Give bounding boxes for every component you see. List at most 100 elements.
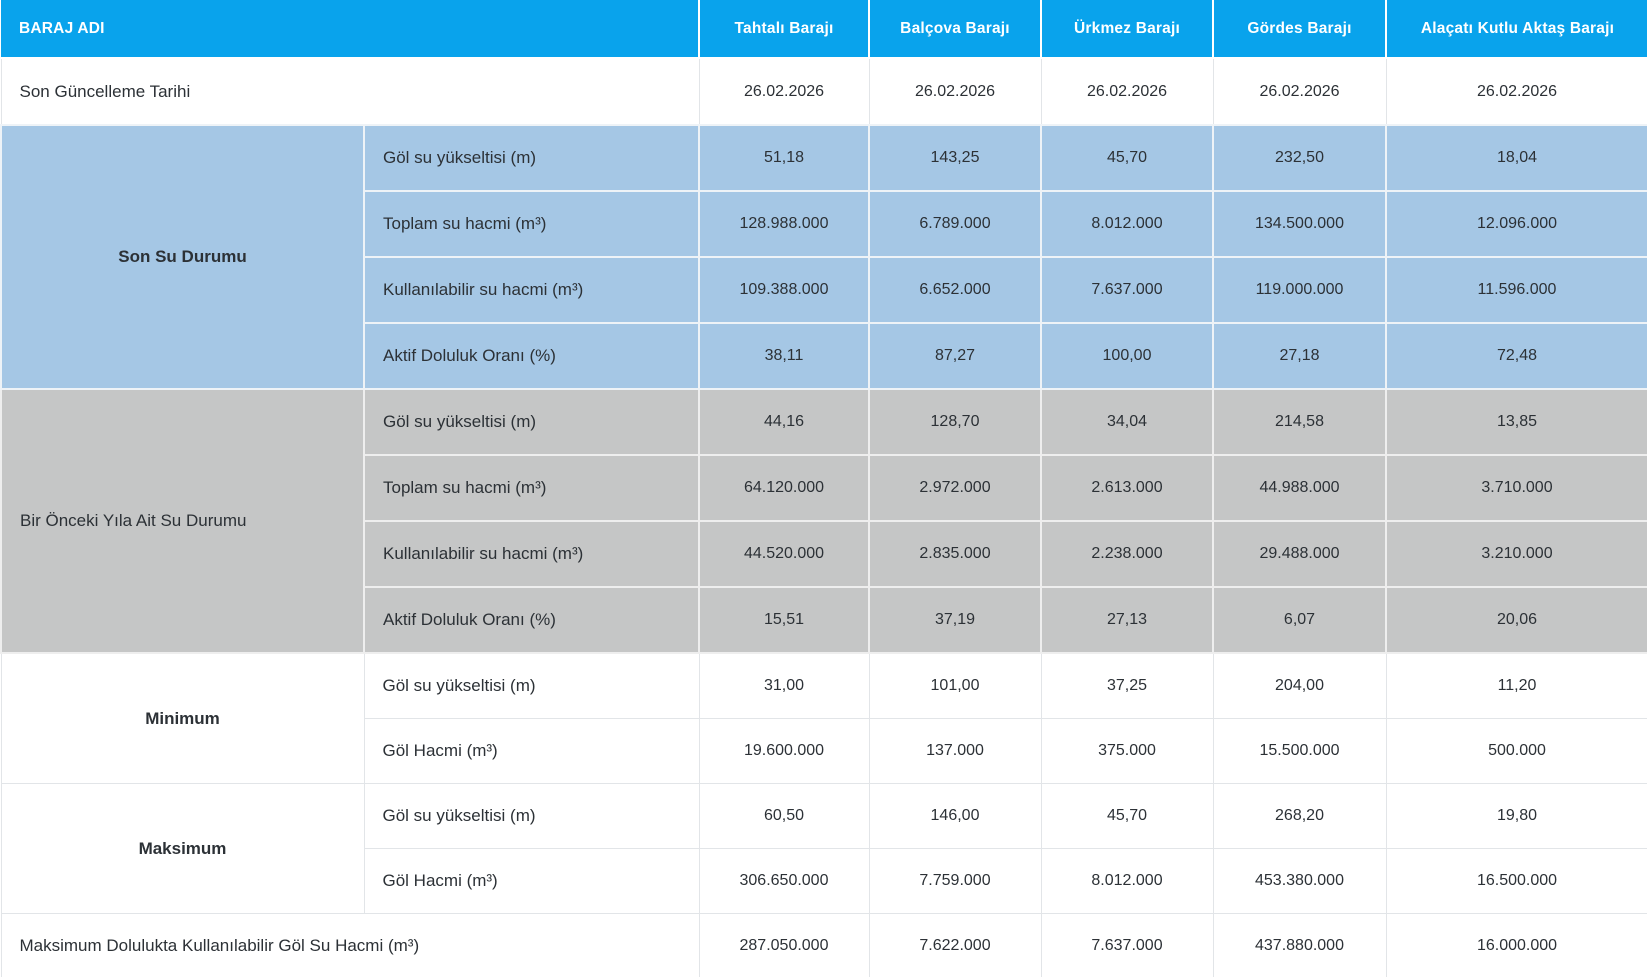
column-header-dam-gordes: Gördes Barajı (1212, 0, 1387, 59)
data-cell: 27,13 (1040, 586, 1214, 654)
data-cell: 146,00 (868, 783, 1042, 849)
data-cell: 19,80 (1385, 783, 1647, 849)
data-cell: 8.012.000 (1040, 848, 1214, 914)
metric-label: Göl su yükseltisi (m) (363, 783, 700, 849)
data-cell: 500.000 (1385, 718, 1647, 784)
data-cell: 16.500.000 (1385, 848, 1647, 914)
metric-label: Aktif Doluluk Oranı (%) (363, 322, 700, 390)
previous-year-row: Aktif Doluluk Oranı (%) 15,51 37,19 27,1… (1, 586, 1647, 654)
data-cell: 128.988.000 (698, 190, 870, 258)
column-header-dam-urkmez: Ürkmez Barajı (1040, 0, 1214, 59)
data-cell: 119.000.000 (1212, 256, 1387, 324)
data-cell: 2.835.000 (868, 520, 1042, 588)
last-update-value: 26.02.2026 (698, 57, 870, 126)
current-status-row: Toplam su hacmi (m³) 128.988.000 6.789.0… (1, 190, 1647, 258)
metric-label: Göl Hacmi (m³) (363, 848, 700, 914)
last-update-value: 26.02.2026 (868, 57, 1042, 126)
data-cell: 45,70 (1040, 124, 1214, 192)
data-cell: 3.710.000 (1385, 454, 1647, 522)
data-cell: 375.000 (1040, 718, 1214, 784)
column-header-dam-alacati: Alaçatı Kutlu Aktaş Barajı (1385, 0, 1647, 59)
data-cell: 34,04 (1040, 388, 1214, 456)
section-label-previous: Bir Önceki Yıla Ait Su Durumu (0, 388, 365, 654)
data-cell: 2.613.000 (1040, 454, 1214, 522)
current-status-row: Aktif Doluluk Oranı (%) 38,11 87,27 100,… (1, 322, 1647, 390)
data-cell: 60,50 (698, 783, 870, 849)
data-cell: 44.988.000 (1212, 454, 1387, 522)
data-cell: 109.388.000 (698, 256, 870, 324)
data-cell: 20,06 (1385, 586, 1647, 654)
data-cell: 214,58 (1212, 388, 1387, 456)
data-cell: 287.050.000 (698, 913, 870, 977)
data-cell: 11,20 (1385, 652, 1647, 719)
data-cell: 128,70 (868, 388, 1042, 456)
metric-label: Göl su yükseltisi (m) (363, 124, 700, 192)
data-cell: 11.596.000 (1385, 256, 1647, 324)
section-label-maximum: Maksimum (0, 783, 365, 914)
data-cell: 37,19 (868, 586, 1042, 654)
previous-year-row: Bir Önceki Yıla Ait Su Durumu Göl su yük… (0, 388, 1647, 654)
data-cell: 134.500.000 (1212, 190, 1387, 258)
data-cell: 437.880.000 (1212, 913, 1387, 977)
data-cell: 15,51 (698, 586, 870, 654)
data-cell: 7.759.000 (868, 848, 1042, 914)
maximum-row: Göl Hacmi (m³) 306.650.000 7.759.000 8.0… (1, 848, 1647, 914)
metric-label: Göl Hacmi (m³) (363, 718, 700, 784)
data-cell: 27,18 (1212, 322, 1387, 390)
data-cell: 2.238.000 (1040, 520, 1214, 588)
data-cell: 7.637.000 (1040, 256, 1214, 324)
column-header-baraj-adi: BARAJ ADI (1, 0, 700, 59)
data-cell: 51,18 (698, 124, 870, 192)
data-cell: 3.210.000 (1385, 520, 1647, 588)
data-cell: 8.012.000 (1040, 190, 1214, 258)
max-usable-label: Maksimum Dolulukta Kullanılabilir Göl Su… (0, 913, 700, 977)
data-cell: 232,50 (1212, 124, 1387, 192)
last-update-value: 26.02.2026 (1385, 57, 1647, 126)
section-label-minimum: Minimum (0, 652, 365, 784)
data-cell: 2.972.000 (868, 454, 1042, 522)
data-cell: 38,11 (698, 322, 870, 390)
metric-label: Göl su yükseltisi (m) (363, 388, 700, 456)
column-header-dam-balcova: Balçova Barajı (868, 0, 1042, 59)
data-cell: 13,85 (1385, 388, 1647, 456)
data-cell: 87,27 (868, 322, 1042, 390)
data-cell: 7.622.000 (868, 913, 1042, 977)
table-header-row: BARAJ ADI Tahtalı Barajı Balçova Barajı … (1, 0, 1647, 59)
metric-label: Aktif Doluluk Oranı (%) (363, 586, 700, 654)
data-cell: 6.789.000 (868, 190, 1042, 258)
last-update-row: Son Güncelleme Tarihi 26.02.2026 26.02.2… (0, 57, 1647, 126)
data-cell: 6,07 (1212, 586, 1387, 654)
current-status-row: Kullanılabilir su hacmi (m³) 109.388.000… (1, 256, 1647, 324)
data-cell: 137.000 (868, 718, 1042, 784)
data-cell: 44.520.000 (698, 520, 870, 588)
section-label-current: Son Su Durumu (0, 124, 365, 390)
data-cell: 100,00 (1040, 322, 1214, 390)
data-cell: 306.650.000 (698, 848, 870, 914)
data-cell: 143,25 (868, 124, 1042, 192)
data-cell: 19.600.000 (698, 718, 870, 784)
data-cell: 72,48 (1385, 322, 1647, 390)
minimum-row: Göl Hacmi (m³) 19.600.000 137.000 375.00… (1, 718, 1647, 784)
data-cell: 268,20 (1212, 783, 1387, 849)
data-cell: 15.500.000 (1212, 718, 1387, 784)
metric-label: Kullanılabilir su hacmi (m³) (363, 256, 700, 324)
previous-year-row: Toplam su hacmi (m³) 64.120.000 2.972.00… (1, 454, 1647, 522)
data-cell: 16.000.000 (1385, 913, 1647, 977)
last-update-value: 26.02.2026 (1212, 57, 1387, 126)
metric-label: Kullanılabilir su hacmi (m³) (363, 520, 700, 588)
previous-year-row: Kullanılabilir su hacmi (m³) 44.520.000 … (1, 520, 1647, 588)
data-cell: 64.120.000 (698, 454, 870, 522)
maximum-row: Maksimum Göl su yükseltisi (m) 60,50 146… (0, 783, 1647, 914)
data-cell: 204,00 (1212, 652, 1387, 719)
metric-label: Toplam su hacmi (m³) (363, 190, 700, 258)
data-cell: 7.637.000 (1040, 913, 1214, 977)
metric-label: Toplam su hacmi (m³) (363, 454, 700, 522)
data-cell: 44,16 (698, 388, 870, 456)
data-cell: 453.380.000 (1212, 848, 1387, 914)
data-cell: 29.488.000 (1212, 520, 1387, 588)
column-header-dam-tahtali: Tahtalı Barajı (698, 0, 870, 59)
last-update-label: Son Güncelleme Tarihi (0, 57, 700, 126)
data-cell: 31,00 (698, 652, 870, 719)
